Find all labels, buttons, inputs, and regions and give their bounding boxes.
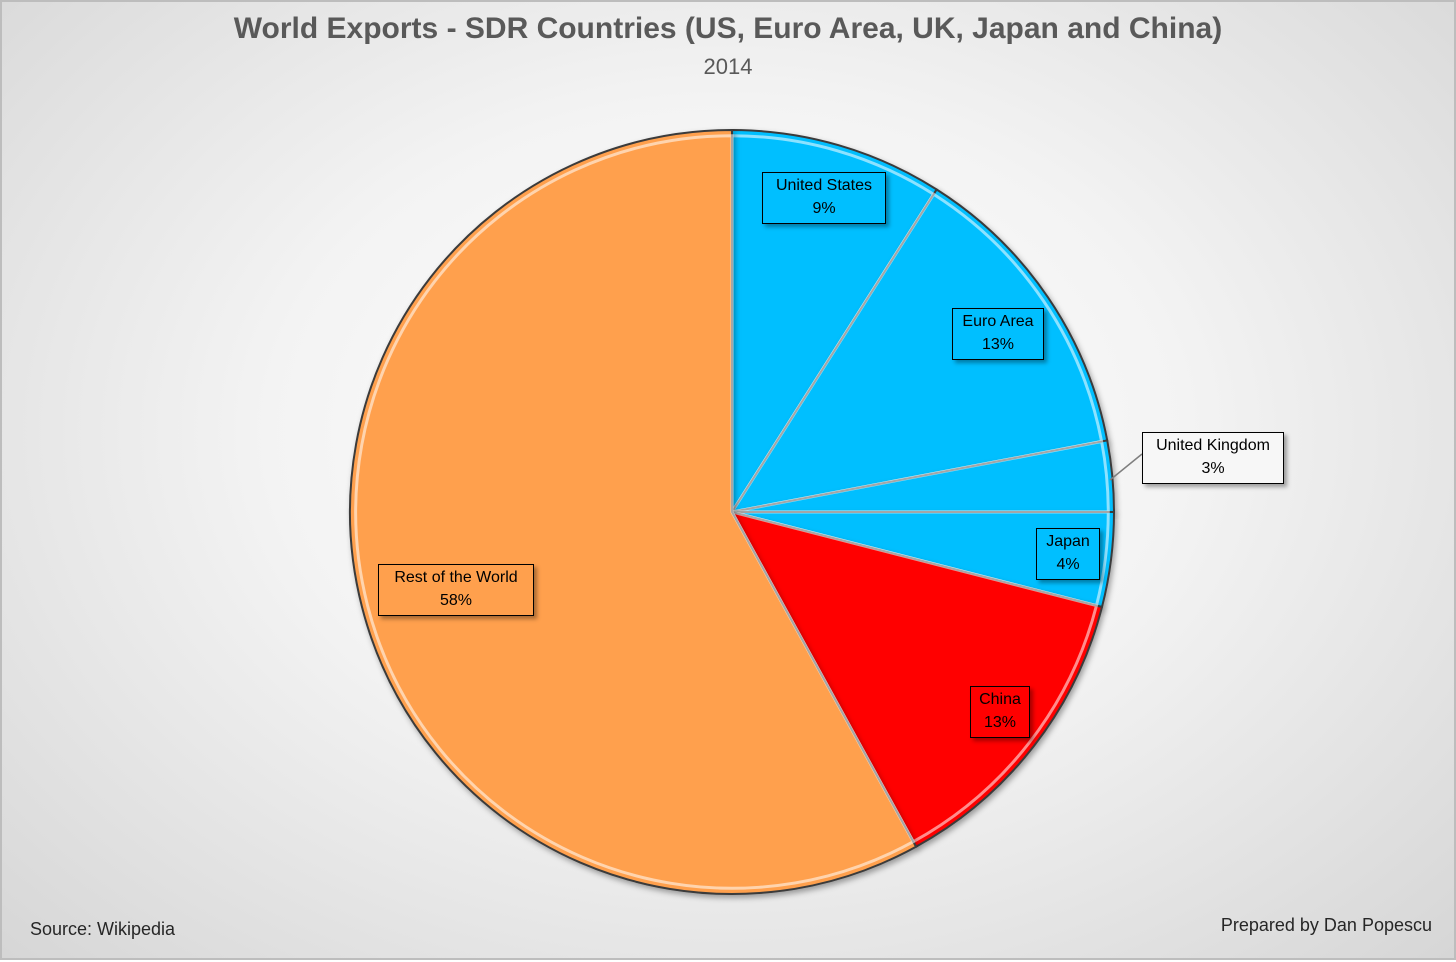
data-label-value: 3% <box>1201 460 1225 477</box>
data-label-value: 13% <box>983 714 1017 731</box>
data-label-category: China <box>979 691 1021 708</box>
leader-lines <box>1109 453 1143 481</box>
data-label-euro-area: Euro Area 13% <box>952 308 1044 360</box>
pie-slice-highlight-euro-area <box>728 192 1104 515</box>
chart-title: World Exports - SDR Countries (US, Euro … <box>233 12 1223 45</box>
pie-slice-china <box>731 511 1103 848</box>
pie-slice-united-states <box>731 129 938 513</box>
data-label-united-kingdom: United Kingdom 3% <box>1142 432 1284 484</box>
data-label-value: 4% <box>1056 556 1080 573</box>
data-label-value: 58% <box>439 592 473 609</box>
pie-slice-euro-area <box>731 188 1109 513</box>
pie-slice-rest-of-the-world <box>349 129 918 895</box>
data-label-china: China 13% <box>970 686 1030 738</box>
data-label-rest-of-the-world: Rest of the World 58% <box>378 564 534 616</box>
data-label-value: 9% <box>812 200 836 217</box>
data-label-category: United States <box>775 177 873 194</box>
pie-slice-highlight-united-states <box>730 134 936 518</box>
source-note: Source: Wikipedia <box>30 919 176 939</box>
data-label-category: Rest of the World <box>394 569 518 586</box>
leader-line-united-kingdom <box>1109 453 1143 481</box>
data-label-value: 13% <box>981 336 1015 353</box>
data-label-category: United Kingdom <box>1156 437 1270 454</box>
data-label-category: Japan <box>1046 533 1090 550</box>
chart-subtitle: 2014 <box>703 54 753 79</box>
pie-slices <box>349 129 1115 895</box>
pie-slice-highlight-rest-of-the-world <box>354 134 916 890</box>
data-label-category: Euro Area <box>962 313 1034 330</box>
data-label-japan: Japan 4% <box>1036 528 1100 580</box>
pie-slice-highlight-china <box>729 509 1099 844</box>
author-note: Prepared by Dan Popescu <box>1220 915 1432 935</box>
data-label-united-states: United States 9% <box>762 172 886 224</box>
